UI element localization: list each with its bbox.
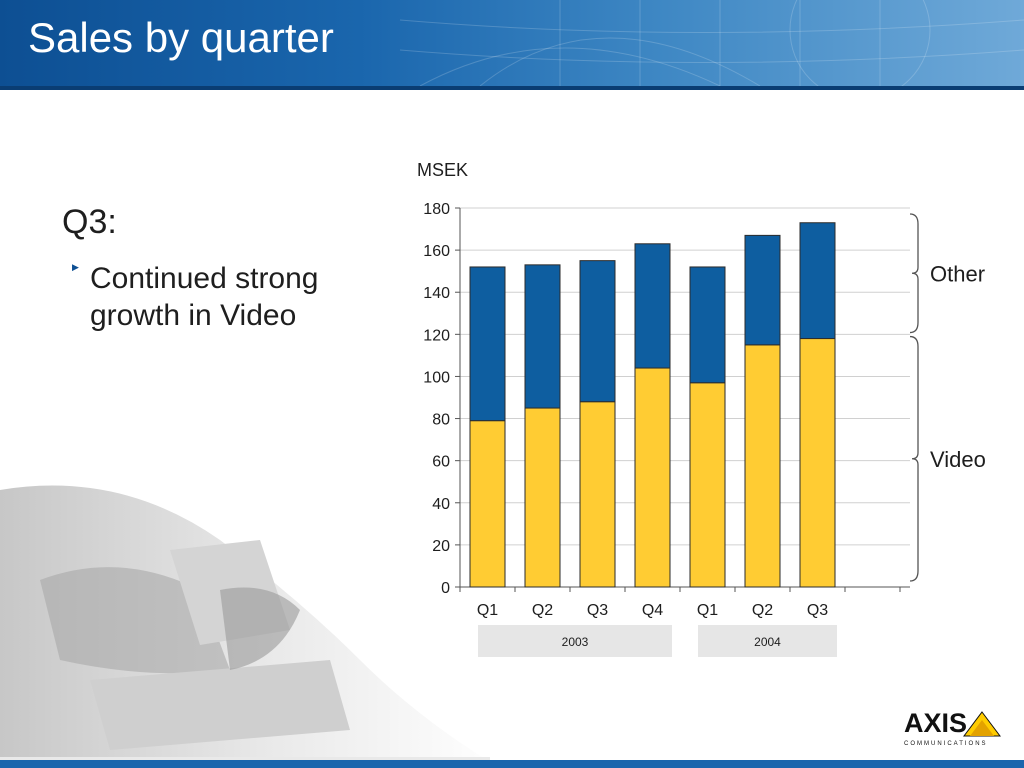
bar-video (634, 367, 671, 588)
bar-other (579, 260, 616, 403)
y-tick-label: 180 (423, 201, 450, 218)
x-tick-label: Q2 (532, 602, 553, 619)
x-tick-label: Q4 (642, 602, 663, 619)
bar-video (579, 401, 616, 588)
bar-video (689, 382, 726, 588)
x-tick-label: Q2 (752, 602, 773, 619)
y-tick-label: 80 (432, 412, 450, 429)
y-axis-label: MSEK (417, 160, 468, 180)
section-heading: Q3: (62, 203, 117, 241)
y-tick-label: 100 (423, 369, 450, 386)
svg-text:COMMUNICATIONS: COMMUNICATIONS (904, 741, 988, 747)
x-tick-label: Q3 (587, 602, 608, 619)
sales-chart: MSEK 0 20 40 60 80 100 120 140 160 180 Q1 Q2 Q3 Q4 Q1 Q2… (395, 150, 1024, 670)
bar-other (469, 266, 506, 422)
axis-logo: AXIS COMMUNICATIONS (904, 708, 1001, 747)
svg-text:AXIS: AXIS (904, 708, 967, 738)
year-group-box (698, 625, 837, 657)
bar-other (634, 243, 671, 369)
bar-video (524, 407, 561, 588)
year-group-label: 2004 (754, 635, 781, 649)
page-title: Sales by quarter (28, 14, 334, 61)
bar-other (744, 234, 781, 346)
brace-other (909, 213, 919, 334)
bar-other (689, 266, 726, 384)
y-tick-label: 40 (432, 496, 450, 513)
year-group-box (478, 625, 672, 657)
bullet-icon: ▶ (72, 262, 79, 272)
bullet-text: Continued strong growth in Video (90, 262, 319, 332)
header-divider (0, 86, 1024, 90)
x-tick-label: Q1 (697, 602, 718, 619)
y-tick-label: 140 (423, 285, 450, 302)
bar-video (469, 420, 506, 588)
footer-bar (0, 760, 1024, 768)
x-tick-label: Q3 (807, 602, 828, 619)
bar-video (799, 338, 836, 588)
brace-video (909, 335, 919, 582)
header-globe-pattern (399, 0, 1024, 86)
bar-other (799, 222, 836, 340)
x-tick-label: Q1 (477, 602, 498, 619)
slide-header: Sales by quarter (0, 0, 1024, 86)
y-tick-label: 60 (432, 454, 450, 471)
bar-other (524, 264, 561, 409)
series-label-other: Other (930, 261, 985, 286)
y-tick-label: 20 (432, 538, 450, 555)
bar-video (744, 344, 781, 588)
y-tick-label: 120 (423, 327, 450, 344)
chart-svg: MSEK 0 20 40 60 80 100 120 140 160 180 Q1 Q2 Q3 Q4 Q1 Q2… (417, 160, 986, 657)
y-tick-label: 160 (423, 243, 450, 260)
footer-accent (0, 757, 490, 760)
y-tick-label: 0 (441, 580, 450, 597)
hand-money-photo (0, 485, 500, 768)
year-group-label: 2003 (562, 635, 589, 649)
series-label-video: Video (930, 447, 986, 472)
